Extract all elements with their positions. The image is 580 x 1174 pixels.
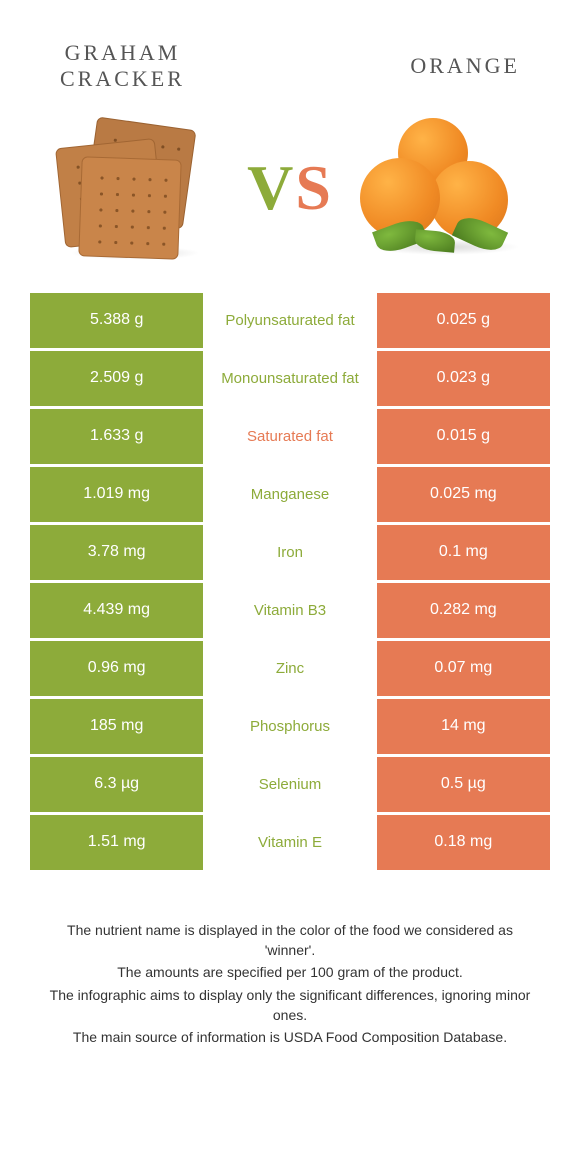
header: GRAHAM CRACKER ORANGE — [0, 0, 580, 113]
table-row: 4.439 mgVitamin B30.282 mg — [30, 583, 550, 638]
nutrient-label: Selenium — [203, 757, 376, 812]
right-food-title: ORANGE — [410, 53, 520, 79]
orange-image — [360, 113, 530, 263]
nutrient-label: Polyunsaturated fat — [203, 293, 376, 348]
nutrient-label: Zinc — [203, 641, 376, 696]
nutrient-label: Vitamin E — [203, 815, 376, 870]
table-row: 3.78 mgIron0.1 mg — [30, 525, 550, 580]
left-value: 1.019 mg — [30, 467, 203, 522]
nutrient-label: Monounsaturated fat — [203, 351, 376, 406]
right-value: 0.18 mg — [377, 815, 550, 870]
left-value: 185 mg — [30, 699, 203, 754]
footnotes: The nutrient name is displayed in the co… — [0, 870, 580, 1048]
graham-cracker-image — [50, 113, 220, 263]
nutrient-label: Manganese — [203, 467, 376, 522]
nutrient-label: Vitamin B3 — [203, 583, 376, 638]
right-value: 0.1 mg — [377, 525, 550, 580]
footnote-line: The main source of information is USDA F… — [40, 1027, 540, 1047]
left-value: 5.388 g — [30, 293, 203, 348]
right-value: 0.023 g — [377, 351, 550, 406]
nutrient-label: Phosphorus — [203, 699, 376, 754]
nutrient-label: Saturated fat — [203, 409, 376, 464]
right-value: 0.5 µg — [377, 757, 550, 812]
table-row: 185 mgPhosphorus14 mg — [30, 699, 550, 754]
images-row: VS — [0, 113, 580, 293]
table-row: 1.633 gSaturated fat0.015 g — [30, 409, 550, 464]
left-value: 0.96 mg — [30, 641, 203, 696]
left-food-title: GRAHAM CRACKER — [60, 40, 185, 93]
right-value: 0.025 g — [377, 293, 550, 348]
right-value: 14 mg — [377, 699, 550, 754]
left-value: 1.51 mg — [30, 815, 203, 870]
table-row: 1.51 mgVitamin E0.18 mg — [30, 815, 550, 870]
footnote-line: The nutrient name is displayed in the co… — [40, 920, 540, 961]
right-value: 0.025 mg — [377, 467, 550, 522]
left-value: 1.633 g — [30, 409, 203, 464]
left-value: 4.439 mg — [30, 583, 203, 638]
right-value: 0.07 mg — [377, 641, 550, 696]
right-value: 0.015 g — [377, 409, 550, 464]
nutrient-table: 5.388 gPolyunsaturated fat0.025 g2.509 g… — [30, 293, 550, 870]
footnote-line: The amounts are specified per 100 gram o… — [40, 962, 540, 982]
table-row: 0.96 mgZinc0.07 mg — [30, 641, 550, 696]
footnote-line: The infographic aims to display only the… — [40, 985, 540, 1026]
table-row: 1.019 mgManganese0.025 mg — [30, 467, 550, 522]
table-row: 2.509 gMonounsaturated fat0.023 g — [30, 351, 550, 406]
table-row: 6.3 µgSelenium0.5 µg — [30, 757, 550, 812]
right-value: 0.282 mg — [377, 583, 550, 638]
vs-v: V — [247, 152, 295, 223]
left-value: 3.78 mg — [30, 525, 203, 580]
left-value: 2.509 g — [30, 351, 203, 406]
vs-label: VS — [247, 151, 333, 225]
nutrient-label: Iron — [203, 525, 376, 580]
vs-s: S — [295, 152, 333, 223]
left-value: 6.3 µg — [30, 757, 203, 812]
table-row: 5.388 gPolyunsaturated fat0.025 g — [30, 293, 550, 348]
